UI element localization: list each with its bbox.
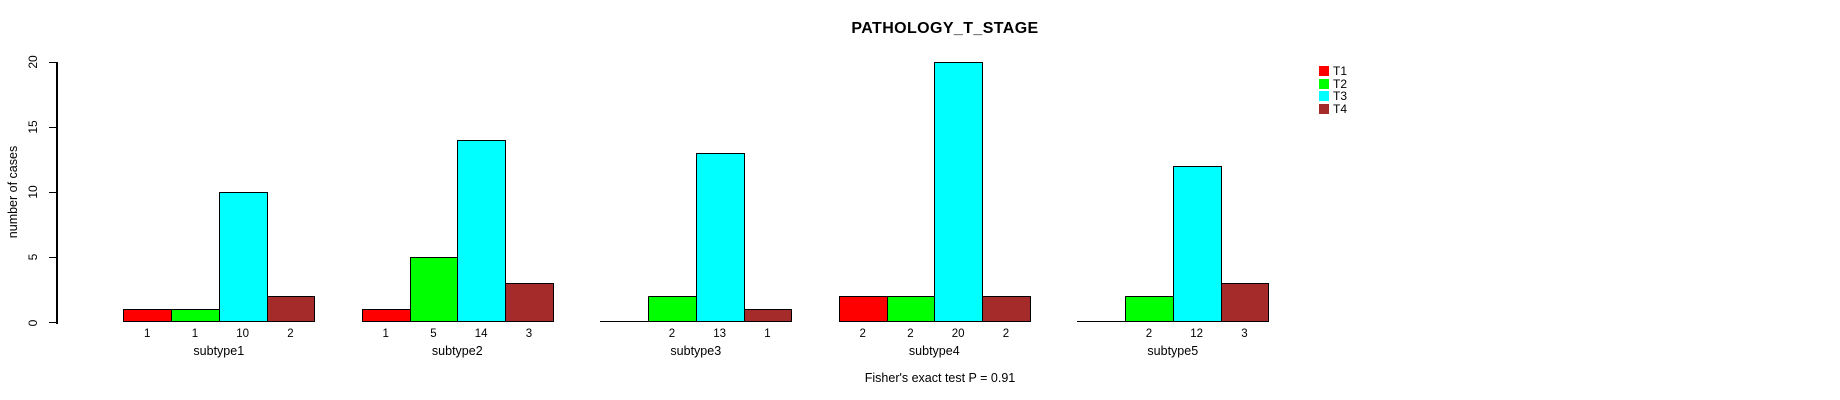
- bar-value-label: 13: [713, 328, 727, 340]
- bar-subtype2-T1: [361, 309, 411, 323]
- bar-subtype1-T2: [171, 309, 220, 323]
- bar-value-label: 1: [191, 328, 199, 340]
- bar-subtype3-T3: [695, 153, 745, 323]
- legend: T1 T2 T3 T4: [1319, 65, 1347, 115]
- bar-subtype4-T4: [982, 296, 1031, 323]
- chart-title: PATHOLOGY_T_STAGE: [851, 20, 1039, 37]
- bar-subtype4-T1: [838, 296, 888, 323]
- y-axis-title: number of cases: [5, 145, 20, 239]
- bar-value-label: 10: [236, 328, 250, 340]
- bar-subtype3-T2: [648, 296, 697, 323]
- legend-label: T4: [1333, 102, 1348, 117]
- category-label-subtype5: subtype5: [1147, 344, 1199, 358]
- bar-value-label: 2: [1145, 328, 1153, 340]
- bar-subtype1-T3: [218, 192, 268, 323]
- bar-subtype4-T3: [934, 62, 984, 323]
- category-label-subtype4: subtype4: [908, 344, 960, 358]
- bar-subtype2-T4: [505, 283, 554, 323]
- y-tick: [49, 256, 57, 259]
- y-tick-label: 15: [25, 120, 40, 134]
- fisher-test-annotation: Fisher's exact test P = 0.91: [864, 371, 1016, 385]
- bar-value-label: 3: [525, 328, 533, 340]
- category-label-subtype3: subtype3: [670, 344, 722, 358]
- y-tick-label: 5: [25, 254, 40, 261]
- bar-value-label: 1: [382, 328, 389, 340]
- y-tick: [49, 191, 57, 193]
- bar-subtype5-T1-zero: [1077, 321, 1127, 323]
- category-label-subtype1: subtype1: [193, 344, 245, 358]
- legend-swatch-T2: [1319, 78, 1329, 89]
- bar-subtype2-T3: [457, 140, 507, 323]
- y-tick: [49, 321, 57, 324]
- y-tick: [49, 126, 57, 128]
- bar-subtype5-T2: [1125, 296, 1174, 323]
- y-tick-label: 20: [25, 55, 40, 69]
- bar-subtype1-T4: [266, 296, 316, 323]
- bar-subtype2-T2: [409, 257, 459, 323]
- legend-label: T1: [1333, 64, 1348, 79]
- bar-value-label: 2: [1002, 328, 1010, 340]
- bar-value-label: 1: [764, 328, 771, 340]
- legend-item-T1: T1: [1319, 65, 1347, 78]
- y-tick: [49, 61, 57, 63]
- legend-swatch-T4: [1319, 104, 1329, 115]
- y-axis-line: [56, 61, 58, 324]
- bar-subtype1-T1: [123, 309, 173, 323]
- legend-swatch-T3: [1319, 91, 1329, 102]
- legend-label: T3: [1333, 89, 1348, 104]
- bar-value-label: 5: [430, 328, 437, 340]
- legend-swatch-T1: [1319, 66, 1329, 77]
- legend-item-T4: T4: [1319, 103, 1347, 116]
- bar-value-label: 12: [1190, 328, 1204, 340]
- bar-subtype5-T4: [1220, 283, 1270, 323]
- bar-subtype3-T1-zero: [600, 321, 650, 323]
- bar-subtype3-T4: [743, 309, 793, 323]
- bar-subtype4-T2: [886, 296, 936, 323]
- bar-value-label: 2: [859, 328, 866, 340]
- y-tick-label: 0: [25, 319, 40, 326]
- y-tick-label: 10: [25, 185, 40, 199]
- bar-subtype5-T3: [1172, 166, 1222, 323]
- legend-item-T2: T2: [1319, 78, 1347, 91]
- bar-value-label: 3: [1241, 328, 1248, 340]
- bar-value-label: 1: [143, 328, 151, 340]
- bar-value-label: 14: [474, 328, 488, 340]
- legend-label: T2: [1333, 76, 1348, 91]
- bar-value-label: 2: [668, 328, 676, 340]
- bar-value-label: 2: [907, 328, 914, 340]
- category-label-subtype2: subtype2: [431, 344, 483, 358]
- bar-value-label: 20: [951, 328, 965, 340]
- legend-item-T3: T3: [1319, 90, 1347, 103]
- bar-value-label: 2: [287, 328, 294, 340]
